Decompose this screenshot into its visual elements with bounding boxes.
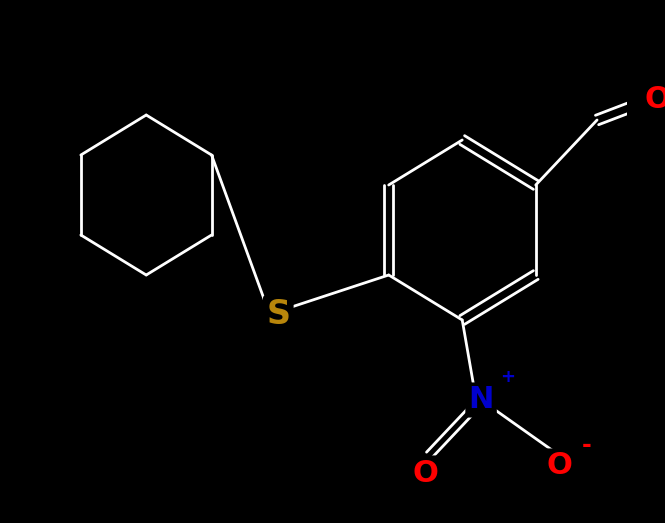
Text: S: S [266,299,291,332]
Text: O: O [412,459,438,487]
Text: O: O [547,451,573,481]
Text: N: N [468,385,494,415]
Text: -: - [582,433,592,457]
Text: +: + [500,368,515,386]
Text: O: O [644,85,665,115]
